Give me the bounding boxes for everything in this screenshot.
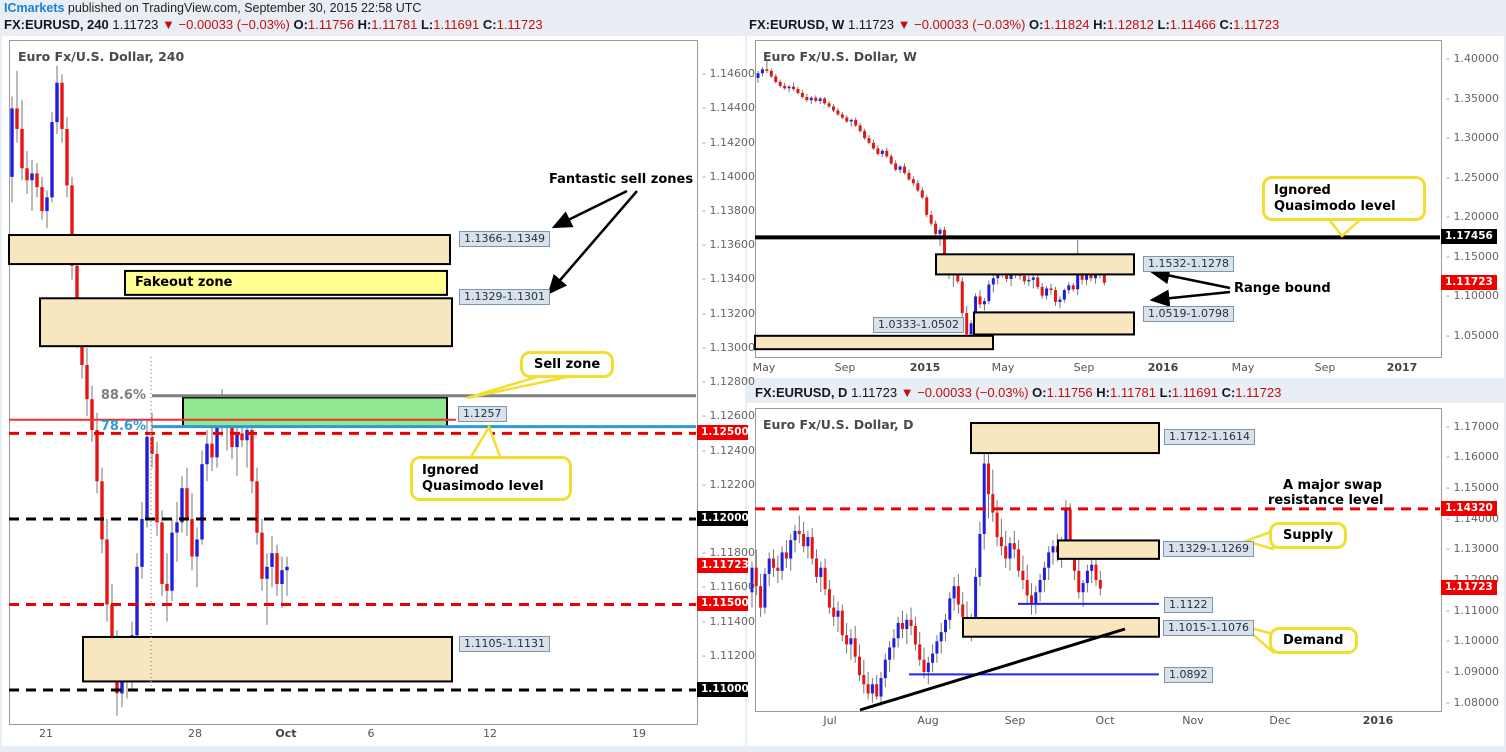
swap-resistance-label: A major swap resistance level [1268, 478, 1384, 509]
weekly-close: 1.11723 [1233, 17, 1280, 32]
h4-symbol-header: FX:EURUSD, 240 1.11723 ▼ −0.00033 (−0.03… [4, 17, 543, 32]
h4-last-price: 1.11723 [112, 17, 159, 32]
weekly-change: ▼ −0.00033 (−0.03%) [897, 17, 1026, 32]
h4-open: 1.11756 [307, 17, 354, 32]
daily-low: 1.11691 [1171, 385, 1218, 400]
h4-high: 1.11781 [371, 17, 418, 32]
supply-bubble[interactable]: Supply [1269, 522, 1348, 549]
swap-resistance-line1: A major swap [1282, 478, 1382, 493]
h4-ignored-quasimodo-bubble[interactable]: Ignored Quasimodo level [410, 456, 572, 502]
daily-symbol-header: FX:EURUSD, D 1.11723 ▼ −0.00033 (−0.03%)… [755, 385, 1282, 400]
weekly-last-price: 1.11723 [847, 17, 894, 32]
attribution-text: published on TradingView.com, September … [64, 1, 422, 15]
h4-plot-area[interactable] [9, 40, 698, 725]
daily-high: 1.11781 [1109, 385, 1157, 400]
sell-zone-bubble[interactable]: Sell zone [520, 351, 615, 378]
fantastic-sell-zones-label: Fantastic sell zones [549, 172, 694, 187]
h4-change: ▼ −0.00033 (−0.03%) [162, 17, 290, 32]
attribution-line: ICmarkets published on TradingView.com, … [4, 1, 421, 15]
fakeout-zone-label: Fakeout zone [135, 275, 233, 290]
h4-close: 1.11723 [496, 17, 543, 32]
daily-last-price: 1.11723 [851, 385, 898, 400]
weekly-ignored-quasimodo-bubble[interactable]: Ignored Quasimodo level [1262, 176, 1426, 222]
h4-low: 1.11691 [433, 17, 480, 32]
demand-bubble[interactable]: Demand [1269, 627, 1358, 654]
daily-open: 1.11756 [1046, 385, 1093, 400]
weekly-symbol[interactable]: FX:EURUSD, W [749, 17, 845, 32]
daily-plot-area[interactable] [755, 408, 1442, 712]
h4-chart-title: Euro Fx/U.S. Dollar, 240 [18, 49, 185, 64]
daily-close: 1.11723 [1235, 385, 1282, 400]
daily-symbol[interactable]: FX:EURUSD, D [755, 385, 848, 400]
h4-symbol[interactable]: FX:EURUSD, 240 [4, 17, 109, 32]
range-bound-label: Range bound [1234, 281, 1331, 296]
swap-resistance-line2: resistance level [1268, 492, 1384, 508]
weekly-symbol-header: FX:EURUSD, W 1.11723 ▼ −0.00033 (−0.03%)… [749, 17, 1280, 32]
weekly-low: 1.11466 [1169, 17, 1216, 32]
weekly-chart-title: Euro Fx/U.S. Dollar, W [763, 49, 917, 64]
attribution-brand[interactable]: ICmarkets [4, 1, 65, 15]
daily-chart-title: Euro Fx/U.S. Dollar, D [763, 417, 914, 432]
weekly-high: 1.12812 [1106, 17, 1154, 32]
daily-change: ▼ −0.00033 (−0.03%) [900, 385, 1029, 400]
weekly-open: 1.11824 [1043, 17, 1090, 32]
